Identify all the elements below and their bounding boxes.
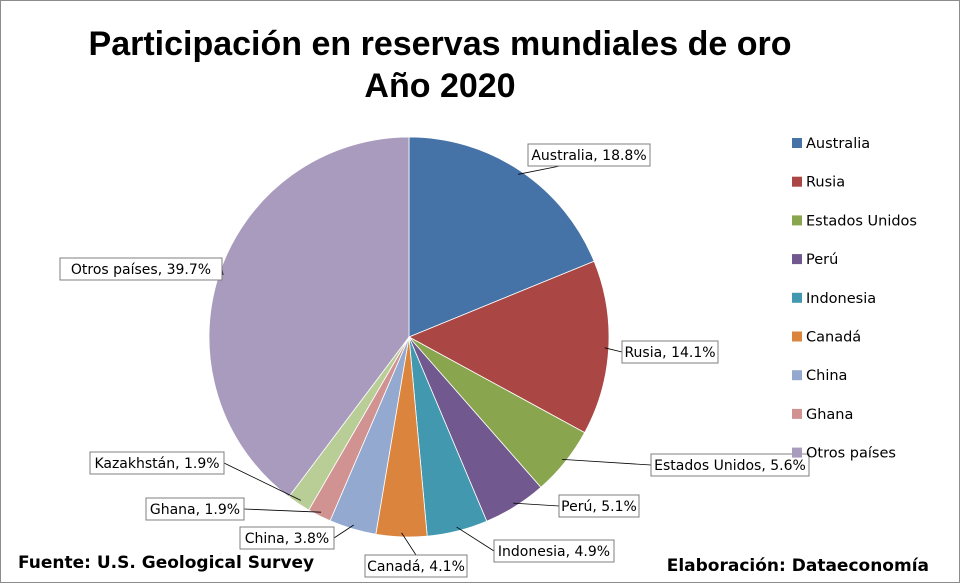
legend-swatch-canada	[792, 331, 802, 342]
data-label-box-china	[239, 526, 335, 550]
data-label-box-indonesia	[493, 539, 615, 563]
legend-label-otros-paises: Otros países	[806, 446, 896, 462]
legend-swatch-estados-unidos	[792, 215, 802, 226]
chart-title: Participación en reservas mundiales de o…	[89, 25, 792, 63]
legend-swatch-otros-paises	[792, 447, 802, 458]
data-label-kazakhstan: Kazakhstán, 1.9%	[94, 456, 219, 472]
legend-swatch-indonesia	[792, 292, 802, 303]
data-label-peru: Perú, 5.1%	[561, 499, 637, 515]
source-note: Fuente: U.S. Geological Survey	[18, 553, 314, 573]
legend-label-china: China	[806, 368, 847, 384]
legend-label-estados-unidos: Estados Unidos	[806, 213, 917, 229]
pie-slice-rusia	[408, 260, 610, 434]
data-label-canada: Canadá, 4.1%	[367, 559, 465, 575]
leader-line-australia	[518, 165, 561, 175]
legend-label-peru: Perú	[806, 252, 838, 268]
leader-line-peru	[513, 502, 560, 507]
leader-line-ghana	[243, 508, 322, 513]
leader-line-kazakhstan	[223, 462, 301, 501]
credit-note: Elaboración: Dataeconomía	[667, 556, 929, 576]
data-label-australia: Australia, 18.8%	[531, 148, 646, 164]
data-label-box-kazakhstan	[89, 451, 225, 475]
label-leader-lines	[221, 165, 652, 556]
pie-slices	[208, 136, 610, 538]
legend-label-rusia: Rusia	[806, 175, 845, 191]
data-label-china: China, 3.8%	[245, 531, 329, 547]
data-labels: Australia, 18.8% Rusia, 14.1% Estados Unid…	[59, 143, 810, 578]
leader-line-china	[333, 524, 354, 539]
data-label-box-otros-paises	[59, 257, 223, 281]
legend-label-australia: Australia	[806, 136, 870, 152]
legend: Australia Rusia Estados Unidos Perú Indonesi…	[792, 136, 917, 462]
data-label-ghana: Ghana, 1.9%	[150, 502, 240, 518]
data-label-box-ghana	[145, 497, 245, 521]
leader-line-estados-unidos	[562, 459, 652, 466]
legend-swatch-rusia	[792, 176, 802, 187]
legend-swatch-ghana	[792, 408, 802, 419]
data-label-box-rusia	[621, 340, 719, 364]
legend-swatch-peru	[792, 254, 802, 265]
data-label-estados-unidos: Estados Unidos, 5.6%	[654, 458, 806, 474]
legend-label-canada: Canadá	[806, 330, 861, 346]
data-label-otros-paises: Otros países, 39.7%	[71, 262, 211, 278]
data-label-box-estados-unidos	[650, 453, 810, 477]
legend-label-ghana: Ghana	[806, 407, 853, 423]
data-label-box-peru	[558, 494, 640, 518]
leader-line-rusia	[604, 347, 623, 353]
leader-line-canada	[401, 532, 417, 556]
legend-label-indonesia: Indonesia	[806, 291, 876, 307]
legend-swatch-australia	[792, 138, 802, 148]
legend-swatch-china	[792, 370, 802, 381]
leader-line-indonesia	[456, 526, 495, 552]
data-label-box-australia	[527, 143, 651, 167]
data-label-indonesia: Indonesia, 4.9%	[498, 544, 610, 560]
pie-slice-australia	[408, 136, 595, 338]
data-label-box-canada	[364, 554, 468, 578]
chart-subtitle: Año 2020	[364, 67, 515, 105]
data-label-rusia: Rusia, 14.1%	[624, 345, 715, 361]
